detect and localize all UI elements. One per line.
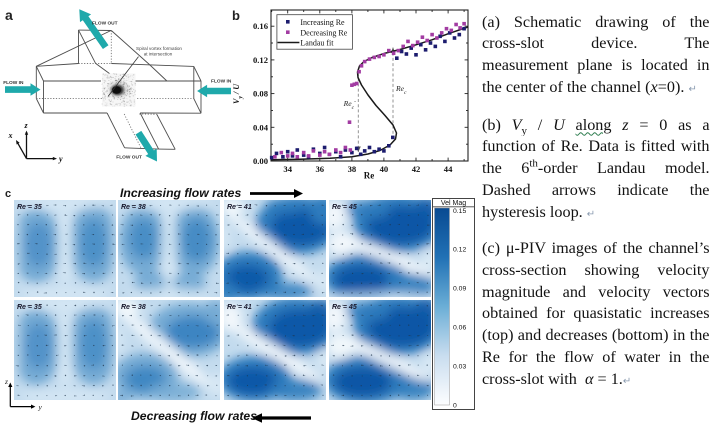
svg-text:x: x [8, 131, 13, 140]
svg-text:FLOW OUT: FLOW OUT [116, 155, 142, 161]
svg-text:36: 36 [316, 164, 325, 174]
svg-text:FLOW IN: FLOW IN [211, 79, 232, 85]
svg-text:44: 44 [444, 164, 453, 174]
svg-text:0.08: 0.08 [253, 89, 269, 99]
svg-text:0.15: 0.15 [453, 207, 466, 214]
svg-text:Re = 41: Re = 41 [227, 204, 252, 211]
svg-text:Re = 35: Re = 35 [17, 204, 42, 211]
svg-text:Spiral vortex formation: Spiral vortex formation [136, 46, 182, 51]
svg-text:42: 42 [412, 164, 421, 174]
svg-text:b: b [232, 8, 240, 23]
svg-text:38: 38 [348, 164, 357, 174]
svg-text:FLOW OUT: FLOW OUT [92, 20, 118, 26]
svg-text:0: 0 [453, 402, 457, 409]
svg-text:0.00: 0.00 [253, 156, 268, 166]
svg-text:FLOW IN: FLOW IN [3, 80, 24, 86]
svg-text:0.12: 0.12 [453, 246, 466, 253]
svg-text:Re = 45: Re = 45 [332, 204, 357, 211]
svg-text:at intersection: at intersection [144, 51, 173, 56]
svg-text:Landau fit: Landau fit [300, 38, 334, 47]
svg-text:a: a [5, 7, 13, 23]
svg-text:Re = 38: Re = 38 [121, 204, 146, 211]
svg-text:0.04: 0.04 [253, 122, 269, 132]
svg-text:Re = 38: Re = 38 [121, 304, 146, 311]
svg-text:Increasing Re: Increasing Re [300, 18, 345, 27]
svg-text:c: c [5, 188, 11, 200]
svg-text:0.12: 0.12 [253, 55, 268, 65]
svg-text:y: y [58, 155, 63, 164]
svg-text:Decreasing Re: Decreasing Re [300, 28, 347, 37]
svg-text:Re = 35: Re = 35 [17, 304, 42, 311]
svg-text:Vel Mag: Vel Mag [441, 200, 466, 207]
svg-text:40: 40 [380, 164, 389, 174]
svg-text:34: 34 [283, 164, 292, 174]
svg-text:y: y [38, 403, 43, 412]
svg-text:0.03: 0.03 [453, 363, 466, 370]
svg-text:0.06: 0.06 [453, 324, 466, 331]
svg-text:Re = 41: Re = 41 [227, 304, 252, 311]
svg-text:Re: Re [364, 171, 375, 181]
svg-text:0.16: 0.16 [253, 21, 269, 31]
svg-text:z: z [4, 377, 8, 386]
svg-text:z: z [24, 121, 29, 130]
svg-text:0.09: 0.09 [453, 285, 466, 292]
svg-text:Re = 45: Re = 45 [332, 304, 357, 311]
